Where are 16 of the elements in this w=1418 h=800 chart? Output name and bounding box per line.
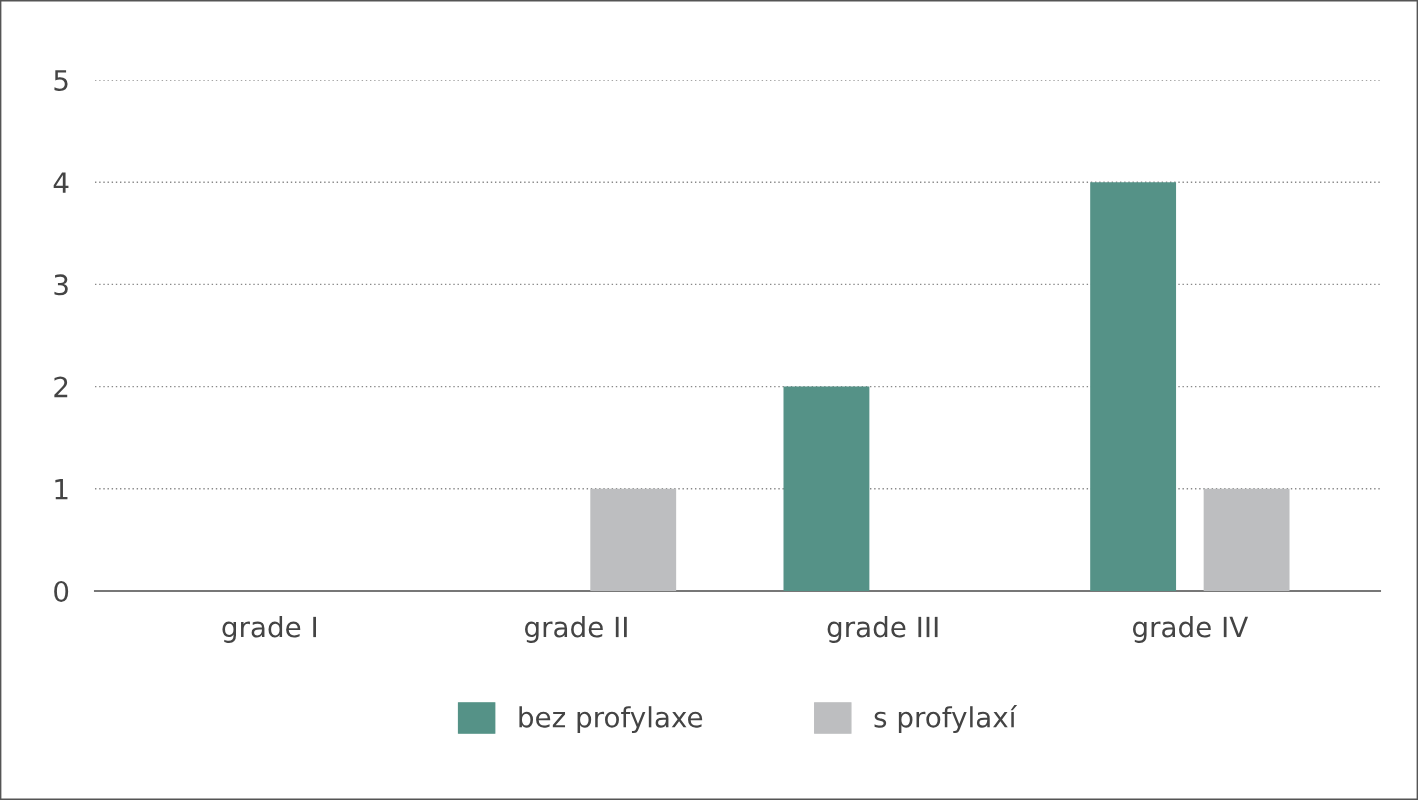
bar	[1203, 488, 1290, 591]
x-tick-label: grade I	[222, 616, 316, 643]
y-tick-label: 3	[54, 274, 68, 296]
bar	[783, 386, 870, 591]
x-tick-label: grade IV	[1132, 616, 1249, 643]
bar	[590, 488, 677, 591]
y-tick-label: 0	[54, 580, 69, 602]
y-tick-label: 5	[54, 70, 68, 91]
legend-label: bez profylaxe	[519, 706, 703, 734]
y-tick-label: 1	[55, 479, 68, 500]
legend-label: s profylaxí	[874, 705, 1018, 734]
x-tick-label: grade III	[827, 616, 938, 643]
y-tick-label: 4	[53, 172, 69, 193]
y-tick-label: 2	[54, 376, 68, 398]
bar	[1090, 182, 1177, 591]
x-tick-label: grade II	[525, 616, 627, 643]
